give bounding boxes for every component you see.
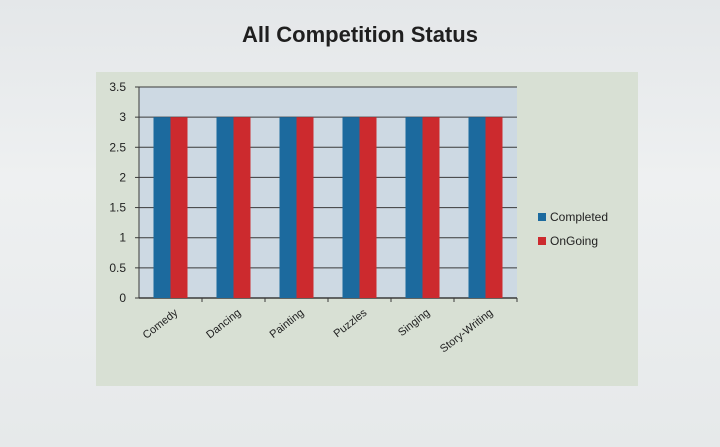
legend-item-completed: Completed xyxy=(538,208,638,226)
bar-completed-dancing xyxy=(216,117,234,299)
bar-completed-story-writing xyxy=(468,117,486,299)
bar-completed-comedy xyxy=(153,117,171,299)
x-tick-label: Dancing xyxy=(204,307,243,341)
y-tick-label: 2.5 xyxy=(109,140,126,154)
y-tick-label: 1 xyxy=(119,231,126,245)
bar-ongoing-comedy xyxy=(170,117,188,299)
legend-label-ongoing: OnGoing xyxy=(550,234,599,248)
x-tick-label: Singing xyxy=(396,307,432,339)
legend-swatch-completed xyxy=(538,213,546,221)
y-tick-label: 2 xyxy=(119,170,126,184)
legend: Completed OnGoing xyxy=(538,208,638,256)
y-tick-label: 0 xyxy=(119,291,126,305)
bar-ongoing-puzzles xyxy=(359,117,377,299)
bar-ongoing-painting xyxy=(296,117,314,299)
bar-ongoing-singing xyxy=(422,117,440,299)
y-tick-label: 1.5 xyxy=(109,201,126,215)
y-tick-label: 3 xyxy=(119,110,126,124)
legend-label-completed: Completed xyxy=(550,210,609,224)
y-tick-label: 3.5 xyxy=(109,80,126,94)
x-tick-label: Painting xyxy=(268,307,307,341)
bar-ongoing-dancing xyxy=(233,117,251,299)
bar-completed-singing xyxy=(405,117,423,299)
y-tick-label: 0.5 xyxy=(109,261,126,275)
x-tick-label: Comedy xyxy=(141,307,181,342)
bar-ongoing-story-writing xyxy=(485,117,503,299)
bar-completed-painting xyxy=(279,117,297,299)
x-tick-label: Story-Writing xyxy=(438,307,495,355)
legend-swatch-ongoing xyxy=(538,237,546,245)
bar-completed-puzzles xyxy=(342,117,360,299)
x-tick-label: Puzzles xyxy=(332,307,370,340)
legend-item-ongoing: OnGoing xyxy=(538,232,638,250)
chart-title: All Competition Status xyxy=(242,22,478,47)
plot-background xyxy=(139,87,517,298)
